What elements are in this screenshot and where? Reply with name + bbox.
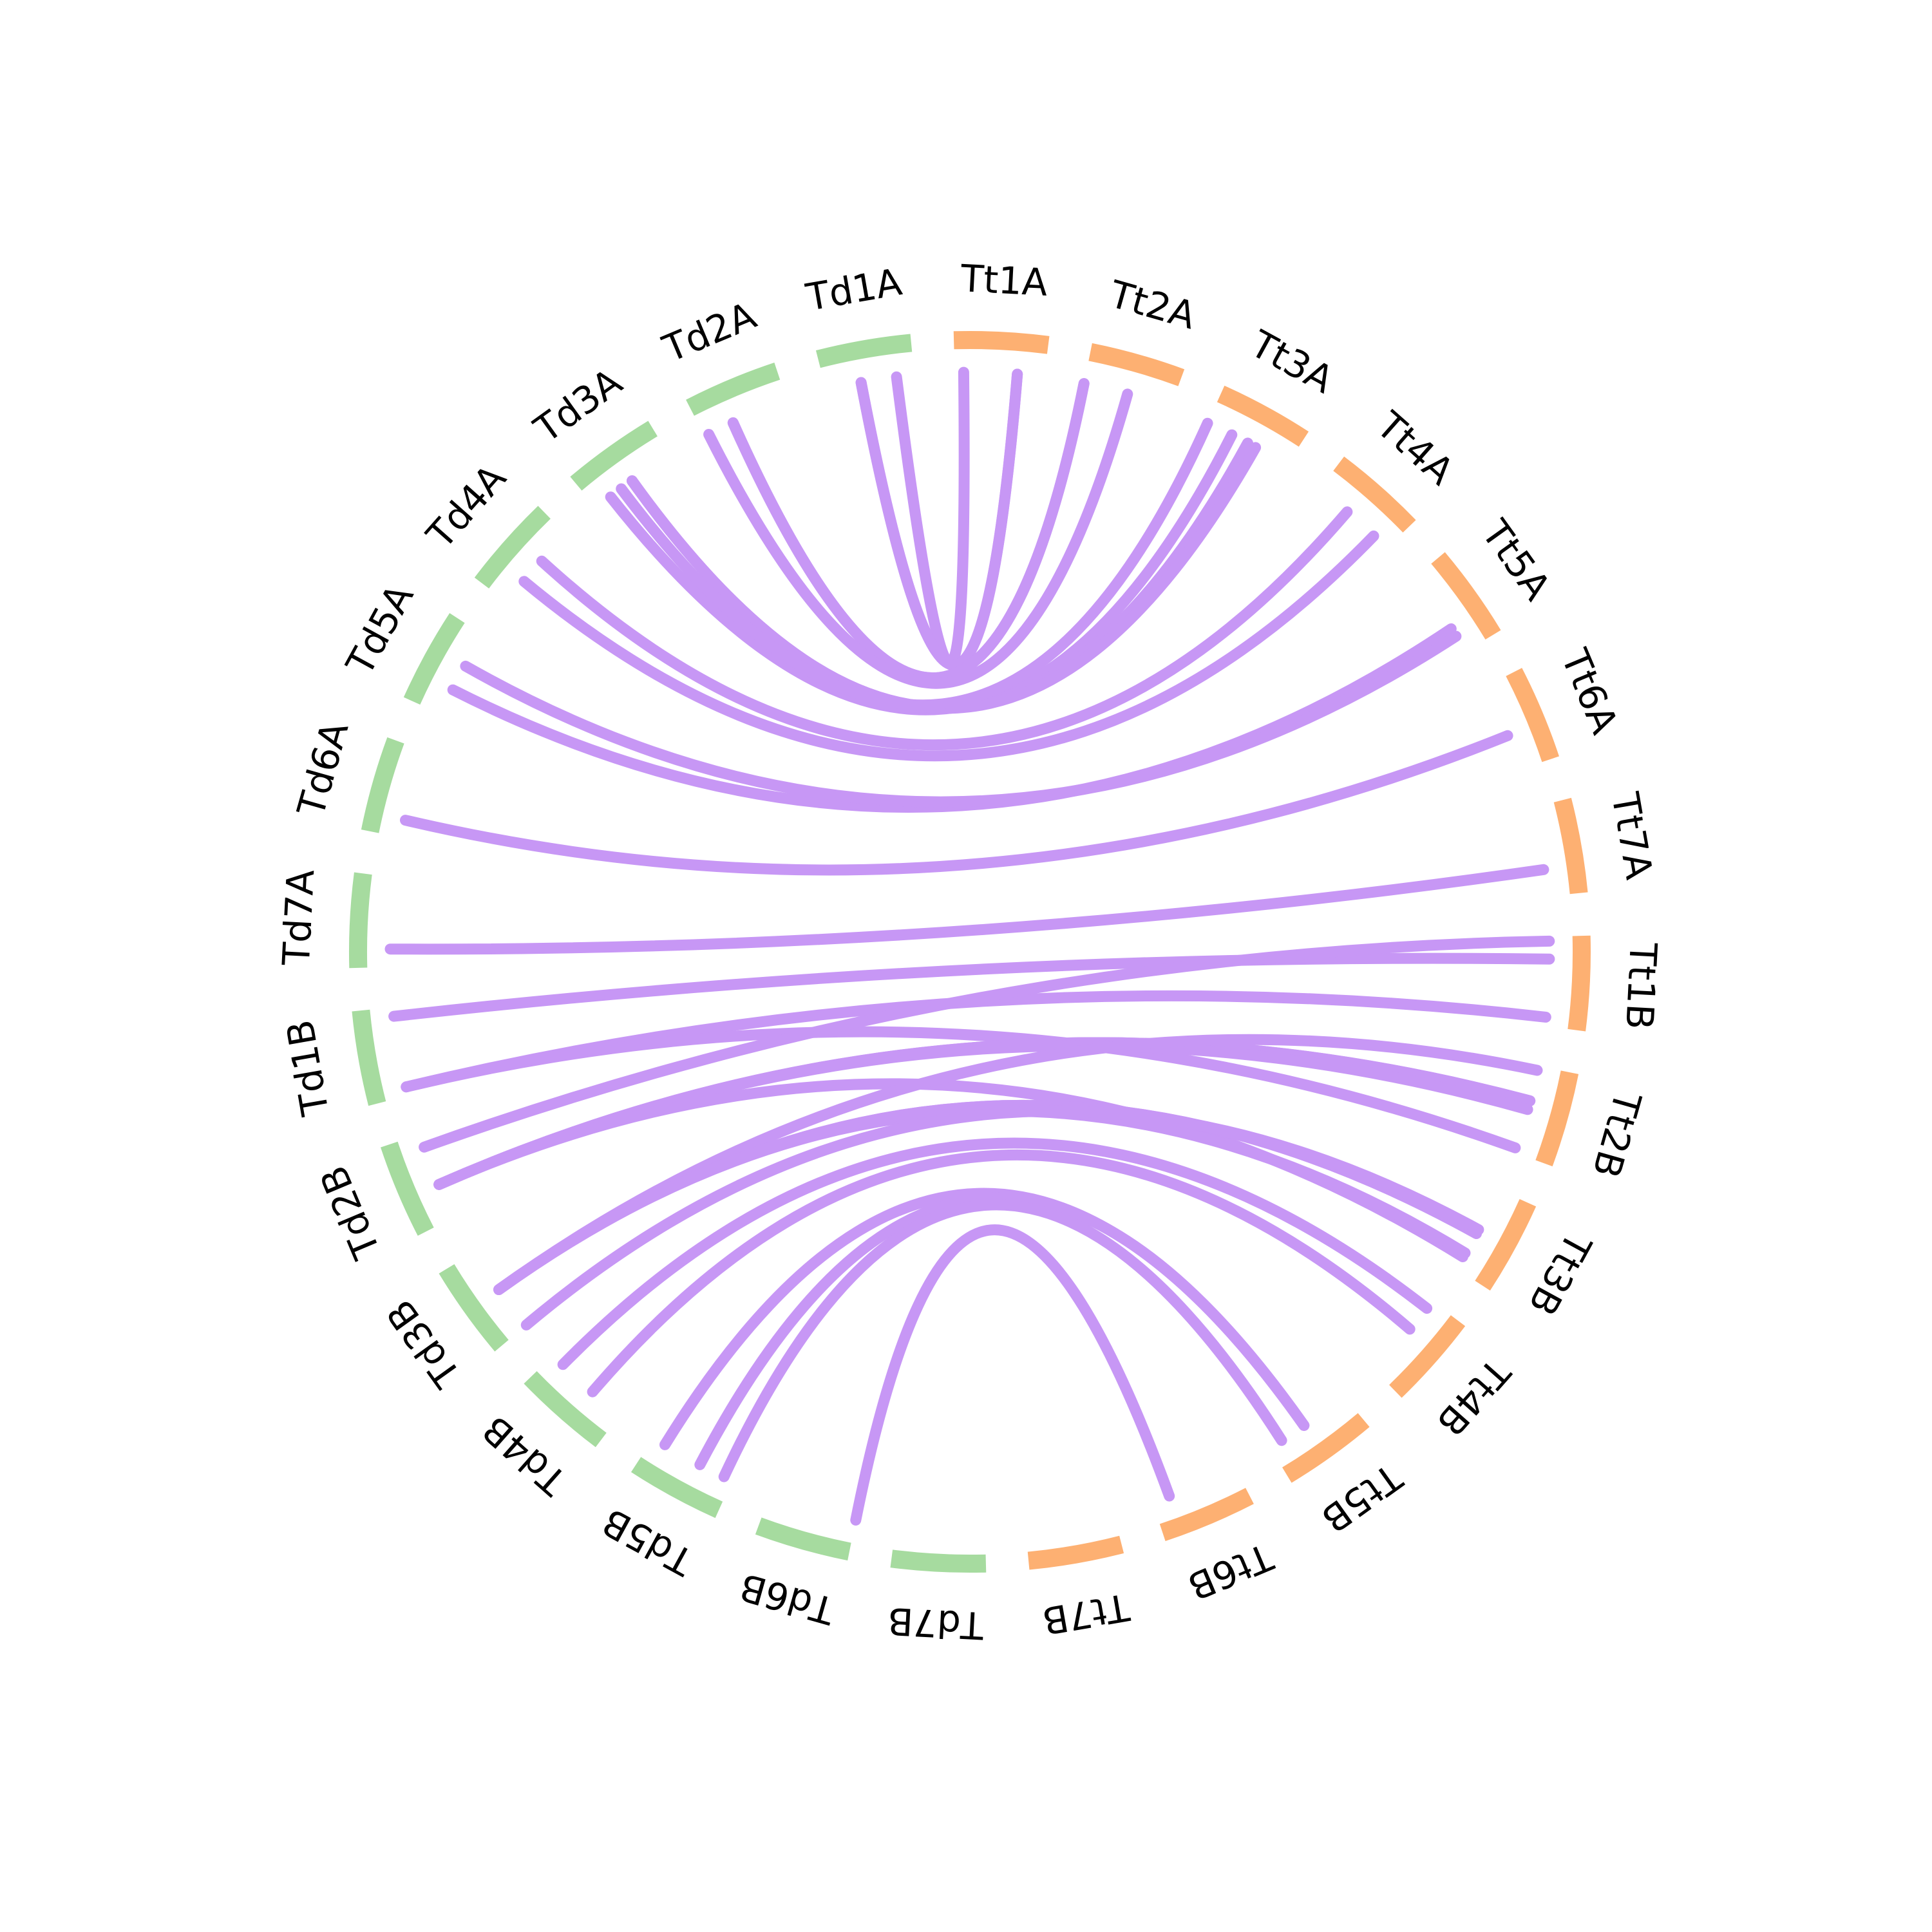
synteny-link-td2a-tt2a-5: [703, 388, 1133, 689]
chromosome-arc-td7a: [348, 872, 372, 969]
chromosome-arc-tt3a: [1217, 385, 1309, 447]
chromosome-label-tt6b: Tt6B: [1182, 1535, 1280, 1609]
chromosome-label-td3a: Td3A: [526, 359, 630, 451]
chromosome-arc-tt5a: [1431, 552, 1501, 639]
chromosome-arcs-layer: [348, 330, 1591, 1573]
chromosome-label-tt7a: Tt7A: [1603, 789, 1661, 883]
chromosome-label-tt6a: Tt6A: [1553, 642, 1627, 740]
chromosome-arc-tt4b: [1389, 1315, 1466, 1398]
chromosome-arc-td3b: [439, 1264, 509, 1352]
chromosome-arc-tt6b: [1159, 1488, 1254, 1541]
chromosome-arc-td5b: [630, 1457, 723, 1519]
chromosome-arc-td5a: [403, 612, 465, 705]
synteny-link-td4a-tt4a-11: [518, 530, 1379, 762]
synteny-link-td2b-tt1b-20: [419, 935, 1555, 1153]
synteny-link-td6a-tt6a-15: [400, 730, 1513, 876]
chromosome-label-td4b: Td4B: [474, 1407, 575, 1504]
synteny-link-td4b-tt4b-31: [587, 1149, 1416, 1397]
chromosome-label-tt2b: Tt2B: [1584, 1086, 1649, 1182]
chromosome-arc-td4a: [474, 506, 551, 589]
chromosome-arc-tt1a: [953, 330, 1050, 354]
synteny-link-td2a-tt2a-4: [727, 378, 1090, 683]
chromosome-label-tt5a: Tt5A: [1473, 511, 1560, 608]
chromosome-arc-td3a: [570, 421, 658, 491]
chromosome-label-td4a: Td4A: [418, 456, 515, 558]
chromosome-arc-tt1b: [1567, 935, 1591, 1032]
chromosome-arc-td7b: [890, 1549, 987, 1573]
chromosome-arc-tt3b: [1475, 1198, 1537, 1291]
synteny-link-td7a-tt7a-16: [384, 864, 1549, 955]
chromosome-arc-tt2a: [1088, 343, 1185, 386]
chromosome-label-td2b: Td2B: [311, 1159, 389, 1265]
chromosome-arc-tt6a: [1506, 668, 1559, 762]
synteny-link-td5b-tt5b-34: [718, 1199, 1287, 1482]
synteny-link-td3a-tt3a-8: [627, 437, 1253, 713]
chromosome-arc-tt7a: [1553, 797, 1588, 895]
synteny-link-td1a-tt1a-2: [855, 368, 1023, 671]
synteny-link-td1b-tt2b-19: [401, 1026, 1521, 1153]
chromosome-label-tt7b: Tt7B: [1039, 1585, 1133, 1643]
chromosome-arc-td2a: [686, 363, 781, 416]
chromosome-arc-td6b: [755, 1517, 851, 1561]
synteny-link-td1a-tt1a-0: [891, 366, 970, 669]
chromosome-label-td2a: Td2A: [656, 293, 762, 371]
chromosome-arc-td6a: [361, 737, 404, 833]
chromosome-label-tt4a: Tt4A: [1368, 402, 1463, 493]
synteny-link-td5a-tt5a-14: [460, 630, 1462, 808]
chromosome-label-td1a: Td1A: [802, 260, 905, 319]
chromosome-label-td1b: Td1B: [278, 1017, 337, 1119]
chromosome-label-td6a: Td6A: [289, 717, 357, 822]
chromosome-arc-td2b: [381, 1141, 434, 1236]
chromosome-label-tt5b: Tt5B: [1314, 1455, 1410, 1541]
chromosome-label-tt3b: Tt3B: [1520, 1225, 1600, 1323]
synteny-link-td5b-tt5b-33: [694, 1192, 1310, 1470]
synteny-link-td3b-tt3b-29: [520, 1105, 1484, 1331]
chromosome-label-td7b: Td7B: [887, 1599, 985, 1648]
chromosome-arc-tt2b: [1535, 1070, 1579, 1167]
chromosome-label-tt4b: Tt4B: [1428, 1350, 1519, 1444]
chromosome-label-td6b: Td6B: [735, 1565, 840, 1633]
chromosome-arc-tt7b: [1027, 1535, 1124, 1570]
synteny-link-td1b-tt1b-17: [388, 952, 1555, 1022]
chromosome-arc-tt5b: [1282, 1413, 1370, 1483]
chromosome-arc-tt4a: [1333, 456, 1416, 533]
chromosome-label-td5b: Td5B: [595, 1500, 701, 1585]
chromosome-label-td3b: Td3B: [378, 1292, 470, 1396]
links-layer: [384, 366, 1555, 1526]
chromosome-label-tt1b: Tt1B: [1617, 941, 1665, 1030]
synteny-link-td6b-tt6b-35: [850, 1224, 1175, 1526]
chromosome-label-tt1a: Tt1A: [959, 256, 1048, 305]
synteny-link-td4a-tt4a-12: [536, 506, 1353, 751]
chromosome-arc-td1b: [352, 1009, 386, 1106]
chromosome-label-tt3a: Tt3A: [1243, 321, 1341, 402]
chromosome-label-td5a: Td5A: [337, 577, 422, 683]
synteny-link-td4b-tt4b-30: [557, 1137, 1433, 1370]
chromosome-arc-td1a: [815, 334, 913, 368]
synteny-link-td3a-tt3a-10: [616, 417, 1213, 711]
chromosome-label-td7a: Td7A: [274, 868, 323, 967]
chromosome-arc-td4b: [524, 1371, 607, 1448]
chromosome-label-tt2a: Tt2A: [1104, 272, 1200, 337]
synteny-link-td3a-tt3a-9: [627, 442, 1262, 714]
